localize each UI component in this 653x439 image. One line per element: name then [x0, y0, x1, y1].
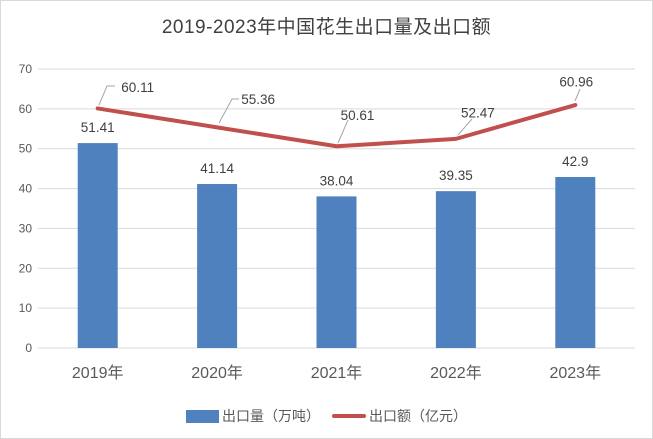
bar-2023年	[555, 177, 596, 348]
bar-2020年	[197, 184, 238, 348]
y-tick-label: 30	[19, 221, 33, 235]
leader-line-2019年	[98, 85, 115, 106]
leader-line-2021年	[337, 119, 349, 144]
bar-value-label: 51.41	[81, 120, 115, 135]
leader-line-2020年	[218, 98, 239, 124]
y-tick-label: 60	[19, 102, 33, 116]
y-tick-label: 70	[19, 62, 33, 76]
bar-2019年	[77, 143, 118, 348]
y-tick-label: 10	[19, 301, 33, 315]
bar-2022年	[435, 191, 476, 348]
y-tick-label: 0	[25, 341, 32, 355]
legend-bar-swatch-icon	[186, 409, 219, 423]
legend-line-swatch-icon	[332, 414, 366, 418]
line-value-label: 55.36	[241, 92, 275, 107]
bar-value-label: 41.14	[200, 161, 234, 176]
bar-value-label: 38.04	[320, 173, 354, 188]
bar-2021年	[316, 196, 357, 348]
x-tick-label: 2022年	[430, 364, 482, 382]
bar-value-label: 42.9	[562, 154, 588, 169]
legend-item-export-volume: 出口量（万吨）	[186, 406, 320, 426]
bar-value-label: 39.35	[439, 168, 473, 183]
legend-line-label: 出口额（亿元）	[369, 408, 467, 424]
y-tick-label: 20	[19, 261, 33, 275]
leader-line-2022年	[457, 118, 473, 136]
x-tick-label: 2023年	[549, 364, 601, 382]
x-tick-label: 2021年	[311, 364, 363, 382]
line-value-label: 60.11	[121, 80, 154, 95]
leader-line-2023年	[574, 88, 581, 102]
chart-title: 2019-2023年中国花生出口量及出口额	[161, 17, 492, 38]
line-value-label: 52.47	[461, 105, 495, 120]
legend-item-export-value: 出口额（亿元）	[332, 406, 467, 426]
line-value-label: 50.61	[341, 108, 375, 123]
y-tick-label: 40	[19, 182, 33, 196]
line-value-label: 60.96	[559, 75, 593, 90]
line-series	[95, 103, 578, 149]
y-tick-label: 50	[19, 142, 33, 156]
legend-bar-label: 出口量（万吨）	[222, 408, 320, 424]
x-tick-label: 2019年	[72, 364, 124, 382]
legend: 出口量（万吨） 出口额（亿元）	[1, 406, 652, 426]
x-tick-label: 2020年	[191, 364, 243, 382]
